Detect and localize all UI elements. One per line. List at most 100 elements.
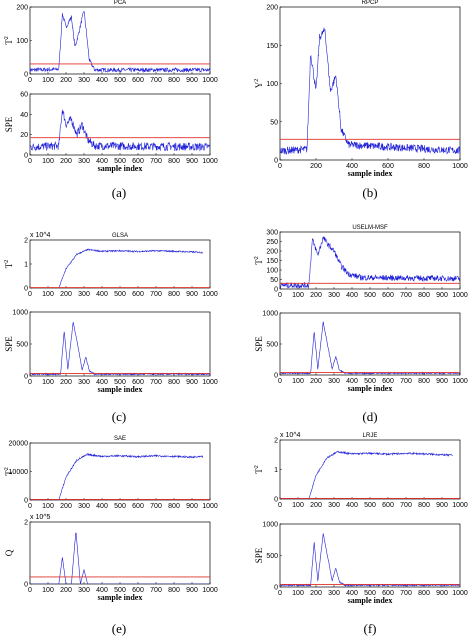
x-tick-label: 400 <box>96 503 108 510</box>
series-line <box>30 248 204 288</box>
panel-label: (f) <box>364 621 377 636</box>
y-axis-label: T2 <box>4 467 14 476</box>
y-tick-label: 250 <box>266 239 278 246</box>
x-tick-label: 800 <box>418 502 430 509</box>
x-tick-label: 500 <box>114 158 126 165</box>
x-tick-label: 0 <box>28 291 32 298</box>
y-tick-label: 60 <box>20 92 28 99</box>
x-tick-label: 1000 <box>202 77 218 84</box>
x-tick-label: 500 <box>364 292 376 299</box>
x-tick-label: 400 <box>96 379 108 386</box>
chart-a1: 0 100 200 300 400 500 600 700 800 900 1000 0 100 200 P… <box>4 0 218 84</box>
x-tick-label: 800 <box>418 378 430 385</box>
x-tick-label: 500 <box>364 590 376 597</box>
series-line <box>30 322 210 376</box>
x-tick-label: 1000 <box>202 587 218 594</box>
x-tick-label: 0 <box>278 590 282 597</box>
y-tick-label: 0 <box>24 153 28 160</box>
x-tick-label: 600 <box>132 291 144 298</box>
y-tick-label: 0 <box>274 373 278 380</box>
panel-label: (d) <box>362 409 377 424</box>
x-tick-label: 800 <box>418 292 430 299</box>
plot-frame <box>29 442 211 501</box>
x-tick-label: 300 <box>78 77 90 84</box>
chart-f1: 0 100 200 300 400 500 600 700 800 900 1000 0 1 2x 10^… <box>254 432 468 509</box>
series-line <box>280 533 460 587</box>
chart-title: SAE <box>114 436 126 442</box>
y-tick-label: 50 <box>270 119 278 126</box>
chart-e2: 0 100 200 300 400 500 600 700 800 900 1000 0 2x 10^5… <box>4 514 218 602</box>
x-tick-label: 300 <box>78 158 90 165</box>
x-tick-label: 0 <box>278 378 282 385</box>
x-tick-label: 300 <box>78 379 90 386</box>
x-tick-label: 500 <box>364 378 376 385</box>
y-tick-label: 0 <box>274 497 278 504</box>
x-tick-label: 800 <box>168 587 180 594</box>
x-tick-label: 400 <box>96 587 108 594</box>
x-tick-label: 0 <box>28 503 32 510</box>
x-tick-label: 900 <box>436 502 448 509</box>
y-axis-label: SPE <box>4 336 14 352</box>
x-tick-label: 500 <box>114 587 126 594</box>
x-tick-label: 600 <box>382 163 394 170</box>
x-tick-label: 500 <box>364 502 376 509</box>
x-tick-label: 0 <box>278 163 282 170</box>
panel-label: (b) <box>362 185 377 200</box>
x-tick-label: 200 <box>310 292 322 299</box>
x-tick-label: 900 <box>186 77 198 84</box>
x-tick-label: 800 <box>168 77 180 84</box>
x-tick-label: 100 <box>42 587 54 594</box>
chart-c1: 0 100 200 300 400 500 600 700 800 900 1000 0 1 2x 10^… <box>4 232 218 298</box>
plot-frame <box>279 231 461 290</box>
x-tick-label: 700 <box>400 378 412 385</box>
x-tick-label: 600 <box>132 379 144 386</box>
chart-title: LRJE <box>363 433 378 439</box>
x-tick-label: 900 <box>186 587 198 594</box>
x-tick-label: 300 <box>78 503 90 510</box>
x-tick-label: 600 <box>132 503 144 510</box>
chart-title: RPCP <box>362 0 379 6</box>
x-tick-label: 200 <box>60 77 72 84</box>
axis-exponent: x 10^5 <box>30 514 51 521</box>
series-line <box>280 450 453 499</box>
x-tick-label: 0 <box>28 379 32 386</box>
x-tick-label: 800 <box>168 503 180 510</box>
y-tick-label: 2 <box>24 520 28 527</box>
x-axis-label: sample index <box>98 593 143 602</box>
x-tick-label: 100 <box>42 379 54 386</box>
x-tick-label: 1000 <box>202 291 218 298</box>
y-tick-label: 0 <box>24 374 28 381</box>
x-tick-label: 900 <box>436 378 448 385</box>
y-tick-label: 0 <box>24 72 28 79</box>
x-tick-label: 1000 <box>452 378 468 385</box>
x-tick-label: 100 <box>292 590 304 597</box>
x-tick-label: 200 <box>60 379 72 386</box>
plot-frame <box>279 523 461 588</box>
x-tick-label: 600 <box>382 378 394 385</box>
y-axis-label: SPE <box>254 547 264 563</box>
x-tick-label: 400 <box>346 292 358 299</box>
axis-exponent: x 10^4 <box>30 232 51 239</box>
plot-frame <box>279 6 461 161</box>
y-tick-label: 1000 <box>12 310 28 317</box>
x-tick-label: 200 <box>60 503 72 510</box>
plot-frame <box>29 311 211 377</box>
y-tick-label: 500 <box>266 342 278 349</box>
x-tick-label: 700 <box>400 502 412 509</box>
y-axis-label: T2 <box>254 256 264 265</box>
x-tick-label: 800 <box>168 291 180 298</box>
x-tick-label: 0 <box>28 77 32 84</box>
x-tick-label: 900 <box>186 379 198 386</box>
y-tick-label: 0 <box>24 286 28 293</box>
x-axis-label: sample index <box>98 385 143 394</box>
x-tick-label: 600 <box>382 590 394 597</box>
x-tick-label: 100 <box>292 378 304 385</box>
x-tick-label: 400 <box>96 158 108 165</box>
x-tick-label: 100 <box>42 158 54 165</box>
x-tick-label: 300 <box>328 502 340 509</box>
chart-e1: 0 100 200 300 400 500 600 700 800 900 100001000020… <box>4 436 218 510</box>
x-tick-label: 100 <box>292 292 304 299</box>
x-tick-label: 600 <box>132 77 144 84</box>
y-tick-label: 1 <box>24 262 28 269</box>
